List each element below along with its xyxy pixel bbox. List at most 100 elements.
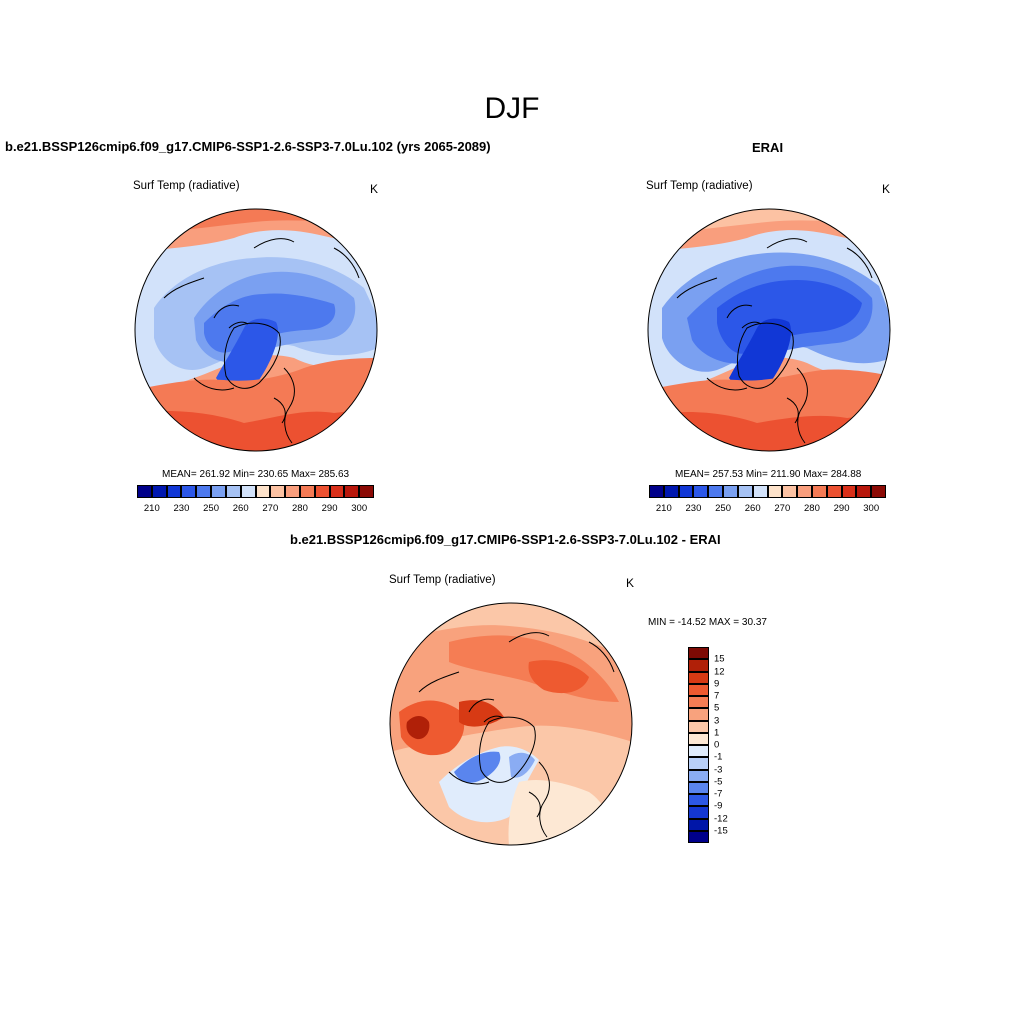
colorbar-3-swatch-8 [688, 745, 709, 758]
panel-3-variable-label: Surf Temp (radiative) [389, 574, 496, 586]
map1-greenland-cold [216, 318, 279, 389]
colorbar-1-tick-label: 250 [203, 503, 219, 514]
map3-hotspot-west [406, 716, 430, 740]
colorbar-2-swatch-6 [737, 485, 753, 498]
colorbar-3-swatch-4 [688, 696, 709, 709]
main-title: DJF [484, 92, 540, 125]
colorbar-2-swatch-13 [841, 485, 857, 498]
colorbar-2-tick-label: 260 [744, 503, 761, 514]
colorbar-2-tick-label: 230 [685, 503, 702, 514]
map2-border [647, 208, 891, 452]
panel-1-polar-map [134, 208, 378, 452]
map1-coast-europe [193, 367, 295, 444]
colorbar-3-swatch-12 [688, 794, 709, 807]
colorbar-3-tick-label: 3 [714, 715, 720, 726]
panel-1-colorbar [137, 485, 374, 498]
colorbar-3-tick-label: -7 [714, 788, 723, 800]
panel-2-stats: MEAN= 257.53 Min= 211.90 Max= 284.88 [675, 469, 862, 480]
colorbar-1-tick-label: 270 [262, 503, 279, 514]
colorbar-1-swatch-4 [196, 485, 212, 498]
colorbar-3-tick-label: -9 [714, 800, 723, 812]
colorbar-2-swatch-11 [811, 485, 827, 498]
colorbar-3-swatch-3 [688, 683, 709, 696]
map2-coast-europe [706, 367, 808, 444]
map3-border [389, 602, 633, 846]
colorbar-3-swatch-9 [688, 757, 709, 770]
colorbar-2-tick-label: 210 [655, 503, 672, 514]
panel-2-variable-label: Surf Temp (radiative) [646, 180, 753, 192]
colorbar-3-tick-label: 7 [714, 690, 720, 702]
map3-coast-north [418, 632, 615, 723]
panel-3-heading: b.e21.BSSP126cmip6.f09_g17.CMIP6-SSP1-2.… [290, 532, 721, 547]
colorbar-1-swatch-7 [240, 485, 256, 498]
colorbar-3-tick-label: 12 [714, 666, 725, 677]
panel-1-heading: b.e21.BSSP126cmip6.f09_g17.CMIP6-SSP1-2.… [5, 139, 491, 154]
colorbar-2-swatch-2 [678, 485, 694, 498]
map3-cold-zone [454, 751, 501, 783]
colorbar-1-tick-label: 290 [321, 503, 338, 514]
panel-1-variable-label: Surf Temp (radiative) [133, 180, 240, 192]
map1-coast-greenland [223, 322, 281, 389]
map3-hot-zone-north [528, 660, 589, 694]
colorbar-1-swatch-9 [270, 485, 286, 498]
colorbar-3-tick-label: -12 [714, 813, 728, 824]
colorbar-3-tick-label: -1 [714, 751, 723, 763]
colorbar-1-swatch-1 [151, 485, 167, 498]
panel-2-colorbar [649, 485, 886, 498]
map3-hot-zone-west [399, 700, 465, 756]
colorbar-3-tick-label: 9 [714, 678, 720, 690]
colorbar-3-swatch-6 [688, 720, 709, 733]
panel-3-minmax: MIN = -14.52 MAX = 30.37 [648, 617, 767, 628]
colorbar-3-swatch-13 [688, 806, 709, 819]
colorbar-3-swatch-15 [688, 830, 709, 843]
colorbar-2-tick-label: 250 [715, 503, 731, 514]
colorbar-3-tick-label: -15 [714, 825, 728, 837]
panel-3-colorbar-ticks: 15 12 9 7 5 3 1 0 -1 -3 -5 -7 -9 -12 -15 [714, 647, 754, 843]
colorbar-2-swatch-15 [871, 485, 886, 498]
colorbar-3-swatch-7 [688, 732, 709, 745]
panel-2-heading: ERAI [752, 140, 784, 155]
colorbar-3-swatch-5 [688, 708, 709, 721]
colorbar-2-swatch-0 [649, 485, 664, 498]
colorbar-1-swatch-8 [255, 485, 271, 498]
colorbar-3-tick-label: -3 [714, 764, 723, 775]
map2-greenland-cold [729, 318, 792, 389]
colorbar-1-tick-label: 260 [232, 503, 249, 514]
panel-3-units-label: K [626, 576, 635, 590]
colorbar-2-swatch-8 [767, 485, 783, 498]
colorbar-3-swatch-11 [688, 781, 709, 794]
colorbar-3-swatch-1 [688, 659, 709, 672]
colorbar-2-swatch-4 [708, 485, 724, 498]
panel-1-stats: MEAN= 261.92 Min= 230.65 Max= 285.63 [162, 469, 350, 480]
panel-2-polar-map [647, 208, 891, 452]
colorbar-2-tick-label: 300 [863, 503, 880, 514]
panel-2-units-label: K [882, 182, 891, 196]
colorbar-1-tick-label: 210 [143, 503, 160, 514]
panel-2-colorbar-ticks: 210 230 250 260 270 280 290 300 [649, 503, 886, 515]
colorbar-1-swatch-13 [329, 485, 345, 498]
colorbar-2-swatch-1 [663, 485, 679, 498]
map2-coast-greenland [736, 322, 794, 389]
colorbar-1-swatch-0 [137, 485, 152, 498]
colorbar-2-tick-label: 270 [774, 503, 791, 514]
colorbar-3-swatch-10 [688, 769, 709, 782]
colorbar-3-tick-label: 0 [714, 739, 720, 751]
colorbar-1-swatch-11 [299, 485, 315, 498]
colorbar-1-tick-label: 300 [351, 503, 368, 514]
colorbar-1-swatch-2 [166, 485, 182, 498]
colorbar-1-swatch-3 [181, 485, 197, 498]
colorbar-2-swatch-9 [782, 485, 798, 498]
colorbar-3-tick-label: -5 [714, 776, 723, 788]
colorbar-2-tick-label: 290 [833, 503, 850, 514]
map1-border [134, 208, 378, 452]
colorbar-2-tick-label: 280 [804, 503, 820, 514]
colorbar-1-swatch-5 [211, 485, 226, 498]
colorbar-1-swatch-12 [314, 485, 330, 498]
colorbar-1-tick-label: 230 [173, 503, 190, 514]
colorbar-3-swatch-14 [688, 818, 709, 831]
colorbar-1-swatch-14 [344, 485, 360, 498]
colorbar-3-tick-label: 1 [714, 727, 720, 739]
panel-3-polar-map [389, 602, 633, 846]
panel-3-colorbar [688, 647, 709, 843]
map2-coast-north [676, 238, 873, 329]
